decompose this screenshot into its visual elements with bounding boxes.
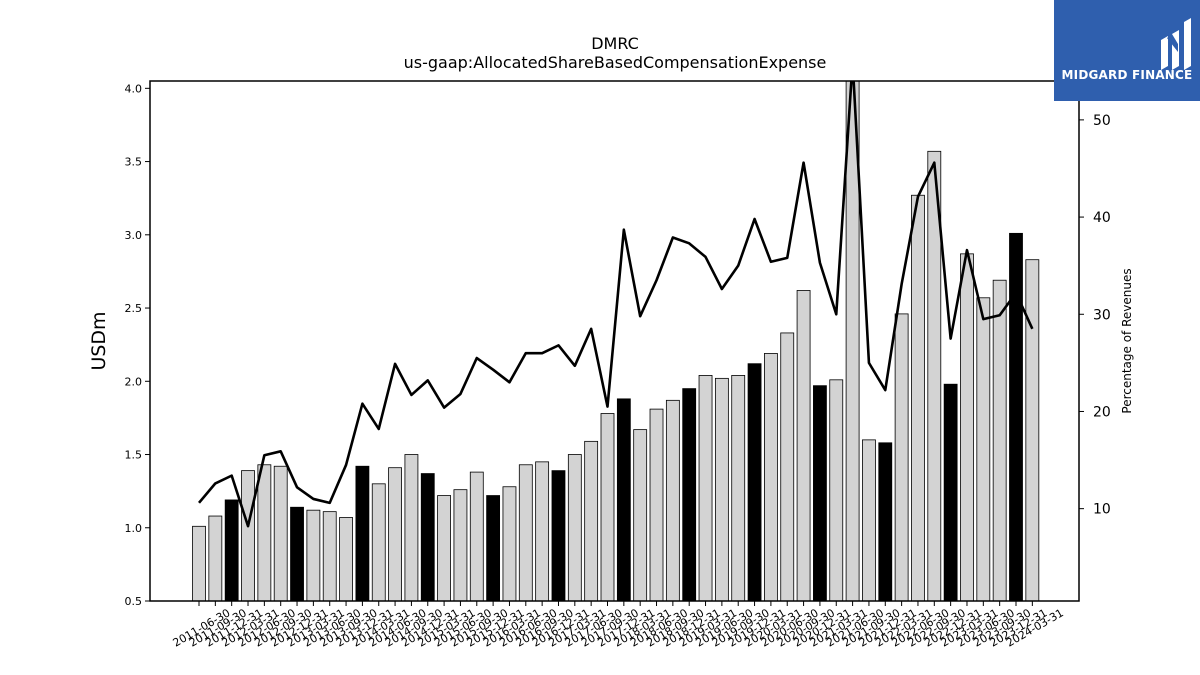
bar-2022-12-31 [943,383,958,601]
y-tick-label: 2.0 [125,375,143,388]
bar-group [192,81,1040,601]
bar-2020-12-31 [813,385,827,601]
bar-2016-03-31 [502,486,517,601]
bar-2014-12-31 [420,473,435,601]
bar-2019-06-30 [714,377,729,601]
bar-2019-12-31 [747,363,762,601]
bar-2024-03-31 [1025,259,1040,601]
bar-2022-09-30 [927,150,942,601]
bar-2023-09-30 [992,279,1007,601]
bar-2022-03-31 [894,313,909,601]
y-tick-label: 4.0 [125,82,143,95]
y2-tick-label: 30 [1093,307,1111,323]
bar-2012-06-30 [257,464,272,601]
percentage-line [198,81,1034,528]
y2-axis-label: Percentage of Revenues [1120,268,1134,413]
bar-2013-03-31 [306,509,321,601]
bar-2014-06-30 [388,467,402,601]
bar-2013-06-30 [322,511,337,601]
bar-2013-12-31 [355,465,370,601]
bar-2015-06-30 [453,489,468,601]
y2-tick-label: 10 [1093,502,1111,518]
bar-2017-09-30 [600,413,615,601]
bar-2021-06-30 [845,81,860,601]
y-tick-label: 0.5 [125,595,143,608]
bar-2014-09-30 [404,454,419,601]
y-tick-label: 3.5 [125,156,143,169]
bar-2018-03-31 [633,429,648,601]
chart-subtitle: us-gaap:AllocatedShareBasedCompensationE… [404,53,827,72]
bar-2015-09-30 [469,471,484,601]
midgard-finance-logo: MIDGARD FINANCE [1054,0,1200,101]
logo-mark-icon [1161,18,1191,70]
bar-2018-09-30 [665,399,680,601]
bar-2018-06-30 [649,408,664,601]
bar-2011-06-30 [192,525,206,601]
bar-2017-03-31 [567,454,582,601]
chart-title: DMRC [591,34,639,53]
y2-tick-label: 50 [1093,113,1111,129]
bar-2014-03-31 [371,483,386,601]
line-group [198,81,1034,528]
bar-2021-03-31 [829,379,844,601]
bar-2021-12-31 [878,442,893,601]
bar-2019-09-30 [731,375,746,601]
y-tick-label: 2.5 [125,302,143,315]
bar-2016-09-30 [535,461,550,601]
bar-2012-09-30 [273,465,288,601]
bar-2015-03-31 [437,495,452,601]
y2-tick-label: 20 [1093,404,1111,420]
y-tick-label: 3.0 [125,229,143,242]
logo-text: MIDGARD FINANCE [1061,68,1193,82]
bar-2019-03-31 [698,375,713,601]
x-axis: 2011-06-302011-09-302011-12-312012-03-31… [171,601,1066,650]
bar-2018-12-31 [682,388,697,601]
bar-2017-06-30 [584,440,599,601]
bar-2023-06-30 [976,297,991,601]
bar-2023-03-31 [960,253,974,601]
y-tick-label: 1.5 [125,449,143,462]
y-axis-left: 0.5 1.0 1.5 2.0 2.5 3.0 3.5 4.0 [125,82,150,608]
y-tick-label: 1.0 [125,522,143,535]
bar-2020-06-30 [780,332,795,601]
bar-2022-06-30 [911,194,925,601]
y2-tick-label: 40 [1093,210,1111,226]
plot-frame [149,80,1080,602]
bar-2016-06-30 [518,464,533,601]
y-axis-label: USDm [88,311,110,370]
bar-2012-12-31 [290,506,304,601]
bar-2020-03-31 [764,353,778,601]
y-axis-right: 10 20 30 40 50 [1079,113,1111,518]
bar-2016-12-31 [551,470,566,601]
bar-2011-09-30 [208,515,223,601]
bar-2020-09-30 [796,290,811,601]
bar-2021-09-30 [862,439,876,601]
bar-2023-12-31 [1009,232,1023,601]
bar-2015-12-31 [486,495,501,601]
bar-2013-09-30 [339,517,353,601]
bar-2011-12-31 [224,499,239,601]
bar-2012-03-31 [241,470,255,601]
bar-2017-12-31 [616,398,631,601]
